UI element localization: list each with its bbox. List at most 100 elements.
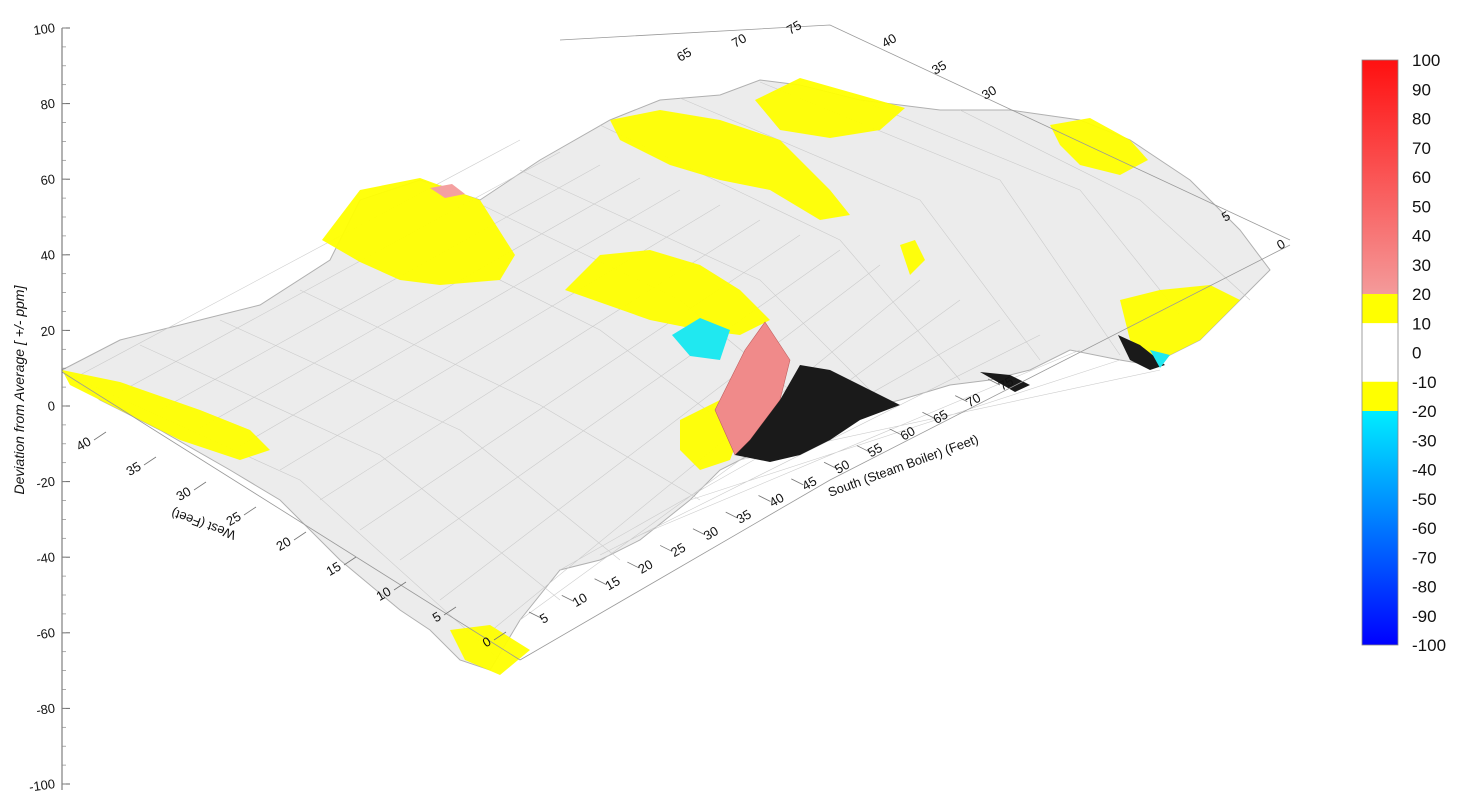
colorbar-band [1362, 381, 1398, 411]
black-trough-small-2 [1118, 335, 1165, 370]
colorbar-tick-label: -90 [1412, 607, 1437, 626]
z-tick-label: 80 [40, 96, 56, 113]
yellow-region-left [62, 370, 270, 460]
cyan-spot-small [1150, 350, 1170, 368]
colorbar-band [1362, 323, 1398, 382]
colorbar-tick-label: -30 [1412, 431, 1437, 450]
yellow-region-small [900, 240, 925, 275]
south-tick-label: 55 [865, 440, 885, 460]
south-tick-label: 75 [996, 373, 1016, 393]
west-tick-label: 30 [173, 484, 193, 504]
colorbar-tick-label: -100 [1412, 636, 1446, 655]
z-tick-label: 60 [40, 171, 56, 188]
south-tick-mark [922, 411, 935, 419]
yellow-region-top [610, 110, 850, 220]
bounding-box [61, 24, 1291, 661]
colorbar-tick-label: 60 [1412, 168, 1431, 187]
colorbar-band [1362, 60, 1398, 294]
z-tick-label: -100 [28, 776, 56, 793]
z-axis-ticks: 100 80 60 40 20 0 -20 -40 -60 -80 -100 [28, 20, 70, 793]
yellow-region-right [1050, 118, 1148, 175]
colorbar-tick-label: -40 [1412, 461, 1437, 480]
black-trough [735, 365, 900, 462]
z-tick-label: 40 [40, 247, 56, 264]
far-west-tick-label: 30 [979, 82, 999, 102]
west-tick-mark [393, 581, 407, 591]
south-tick-mark [955, 395, 968, 403]
yellow-region-mid [565, 250, 770, 335]
west-tick-mark [293, 531, 307, 541]
yellow-region-topcap [755, 78, 905, 138]
colorbar-tick-label: 0 [1412, 344, 1421, 363]
west-tick-label: 15 [323, 559, 343, 579]
yellow-region-ridge [322, 178, 515, 285]
colorbar-tick-label: -10 [1412, 373, 1437, 392]
west-tick-mark [93, 431, 107, 441]
south-axis-ticks: 5 10 15 20 25 30 35 40 45 50 55 60 65 70 75 [528, 373, 1016, 627]
colorbar-band [1362, 411, 1398, 645]
south-tick-mark [561, 594, 574, 602]
colorbar-tick-label: 10 [1412, 314, 1431, 333]
south-tick-label: 50 [832, 457, 852, 477]
yellow-region-front [450, 625, 530, 675]
south-tick-label: 25 [668, 540, 688, 560]
colorbar-tick-label: 30 [1412, 256, 1431, 275]
south-tick-mark [725, 511, 738, 519]
south-tick-label: 60 [898, 423, 918, 443]
far-south-tick-label: 75 [784, 17, 804, 37]
south-tick-label: 5 [537, 610, 551, 627]
far-west-ticks: 40 35 30 [879, 30, 999, 102]
far-west-tick-label: 40 [879, 30, 899, 50]
south-tick-label: 70 [963, 390, 983, 410]
west-tick-mark [193, 481, 207, 491]
south-tick-label: 65 [930, 407, 950, 427]
south-tick-label: 20 [635, 556, 655, 576]
z-tick-label: -40 [35, 549, 56, 566]
south-tick-mark [659, 545, 673, 552]
colorbar-tick-label: -50 [1412, 490, 1437, 509]
west-tick-label: 40 [73, 434, 93, 454]
west-tick-mark [143, 456, 157, 466]
z-tick-label: -80 [35, 700, 56, 717]
z-tick-label: 20 [40, 322, 56, 339]
z-tick-label: -20 [35, 474, 56, 491]
west-tick-label: 35 [123, 459, 143, 479]
z-tick-label: -60 [35, 625, 56, 642]
surface-plot [61, 24, 1291, 675]
west-tick-label: 25 [223, 509, 243, 529]
west-tick-mark [443, 606, 457, 616]
south-tick-mark [594, 578, 607, 586]
west-tick-label: 10 [373, 584, 393, 604]
west-tick-label: 20 [273, 534, 293, 554]
cyan-spot [672, 318, 730, 360]
far-south-ticks: 65 70 75 [674, 17, 804, 64]
black-trough-small-1 [980, 372, 1030, 392]
colorbar-tick-label: 80 [1412, 110, 1431, 129]
far-west-tick-label: 35 [929, 57, 949, 77]
colorbar-tick-label: 50 [1412, 197, 1431, 216]
colorbar-ticks: 1009080706050403020100-10-20-30-40-50-60… [1412, 51, 1446, 655]
colorbar-band [1362, 294, 1398, 324]
colorbar-tick-label: 90 [1412, 80, 1431, 99]
south-tick-mark [823, 461, 837, 469]
right-west-tick-label: 0 [1274, 236, 1288, 253]
south-tick-mark [692, 528, 706, 536]
south-tick-label: 10 [570, 590, 590, 610]
south-tick-mark [627, 561, 640, 569]
south-tick-mark [856, 445, 870, 452]
far-south-tick-label: 65 [674, 44, 694, 64]
colorbar-tick-label: 100 [1412, 51, 1440, 70]
south-tick-mark [528, 611, 542, 619]
yellow-region-rightlow [1120, 285, 1240, 360]
west-tick-mark [343, 556, 357, 566]
south-tick-label: 35 [734, 507, 754, 527]
colorbar-tick-label: -80 [1412, 578, 1437, 597]
colorbar [1361, 59, 1399, 646]
far-south-tick-label: 70 [729, 30, 749, 50]
south-tick-label: 15 [603, 573, 623, 593]
z-axis-minor-ticks [62, 27, 66, 785]
south-tick-label: 45 [799, 473, 819, 493]
colorbar-tick-label: 70 [1412, 139, 1431, 158]
